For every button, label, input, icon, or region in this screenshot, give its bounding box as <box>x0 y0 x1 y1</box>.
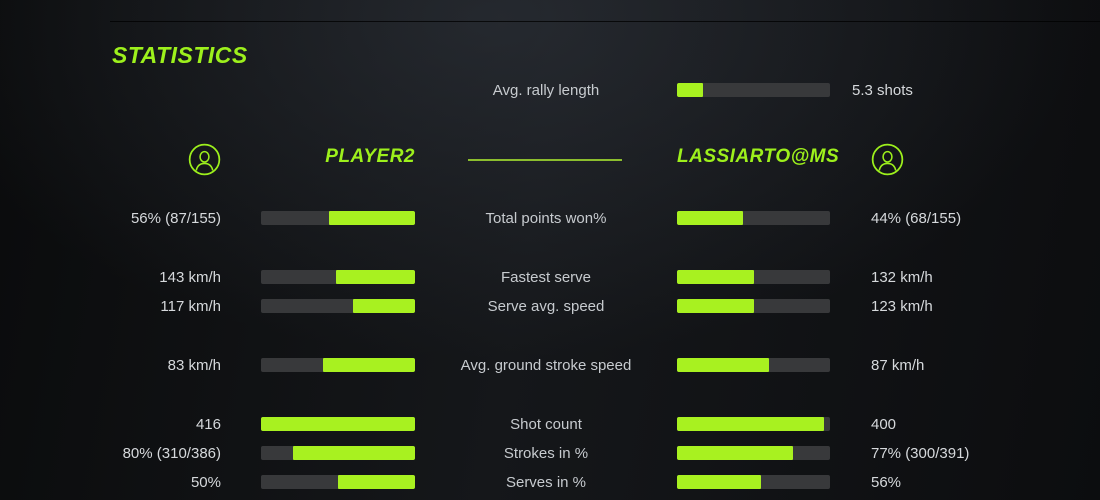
player-left-name: PLAYER2 <box>325 146 415 167</box>
rally-length-row: Avg. rally length 5.3 shots <box>0 76 1100 104</box>
left-player-value: 143 km/h <box>159 268 221 286</box>
right-player-value: 56% <box>871 473 902 491</box>
stat-row-ground-stroke-speed: 83 km/h Avg. ground stroke speed 87 km/h <box>0 351 1100 379</box>
left-player-bar <box>261 475 415 489</box>
right-player-bar <box>677 417 830 431</box>
right-player-bar <box>677 475 830 489</box>
stat-row-total-points: 56% (87/155) Total points won% 44% (68/1… <box>0 204 1100 232</box>
stat-row-shot-count: 416 Shot count 400 <box>0 410 1100 438</box>
rally-length-bar <box>677 83 830 97</box>
left-bar-fill <box>353 299 415 313</box>
person-circle-icon[interactable] <box>871 143 904 176</box>
right-player-value: 400 <box>871 415 897 433</box>
stat-label: Avg. ground stroke speed <box>460 356 632 374</box>
right-player-bar <box>677 299 830 313</box>
right-player-value: 123 km/h <box>871 297 933 315</box>
right-bar-fill <box>677 475 762 489</box>
right-player-bar <box>677 211 830 225</box>
right-bar-fill <box>677 446 794 460</box>
stat-label: Serve avg. speed <box>487 297 605 315</box>
player-right-name: LASSIARTO@MS <box>677 146 840 167</box>
left-player-bar <box>261 417 415 431</box>
stat-label: Shot count <box>510 415 582 433</box>
left-player-value: 56% (87/155) <box>130 209 221 227</box>
right-player-value: 44% (68/155) <box>871 209 962 227</box>
left-bar-fill <box>261 417 415 431</box>
right-bar-fill <box>677 211 743 225</box>
right-player-value: 77% (300/391) <box>871 444 970 462</box>
stat-row-fastest-serve: 143 km/h Fastest serve 132 km/h <box>0 263 1100 291</box>
left-player-bar <box>261 446 415 460</box>
left-player-bar <box>261 299 415 313</box>
page-title: STATISTICS <box>112 42 248 68</box>
right-player-bar <box>677 446 830 460</box>
left-bar-fill <box>322 358 415 372</box>
top-divider-line <box>110 21 1100 22</box>
left-player-value: 117 km/h <box>160 297 221 315</box>
left-bar-fill <box>293 446 415 460</box>
left-bar-fill <box>336 270 415 284</box>
stat-row-serve-avg-speed: 117 km/h Serve avg. speed 123 km/h <box>0 292 1100 320</box>
left-player-value: 80% (310/386) <box>122 444 221 462</box>
right-player-bar <box>677 358 830 372</box>
right-bar-fill <box>677 299 754 313</box>
left-bar-fill <box>338 475 415 489</box>
right-player-bar <box>677 270 830 284</box>
right-bar-fill <box>677 417 824 431</box>
left-bar-fill <box>328 211 415 225</box>
right-bar-fill <box>677 358 769 372</box>
left-player-value: 50% <box>190 473 221 491</box>
players-divider-line <box>468 159 622 161</box>
right-bar-fill <box>677 270 754 284</box>
stat-label: Serves in % <box>505 473 587 491</box>
left-player-bar <box>261 270 415 284</box>
left-player-value: 83 km/h <box>167 356 221 374</box>
left-player-bar <box>261 358 415 372</box>
right-player-value: 132 km/h <box>871 268 933 286</box>
left-player-bar <box>261 211 415 225</box>
stat-row-strokes-in: 80% (310/386) Strokes in % 77% (300/391) <box>0 439 1100 467</box>
person-circle-icon[interactable] <box>188 143 221 176</box>
stat-row-serves-in: 50% Serves in % 56% <box>0 468 1100 496</box>
rally-length-value: 5.3 shots <box>852 81 913 99</box>
stat-label: Strokes in % <box>503 444 589 462</box>
rally-length-bar-fill <box>677 83 703 97</box>
stat-label: Fastest serve <box>500 268 592 286</box>
left-player-value: 416 <box>195 415 221 433</box>
rally-length-label: Avg. rally length <box>492 81 600 99</box>
right-player-value: 87 km/h <box>871 356 925 374</box>
stat-label: Total points won% <box>485 209 607 227</box>
